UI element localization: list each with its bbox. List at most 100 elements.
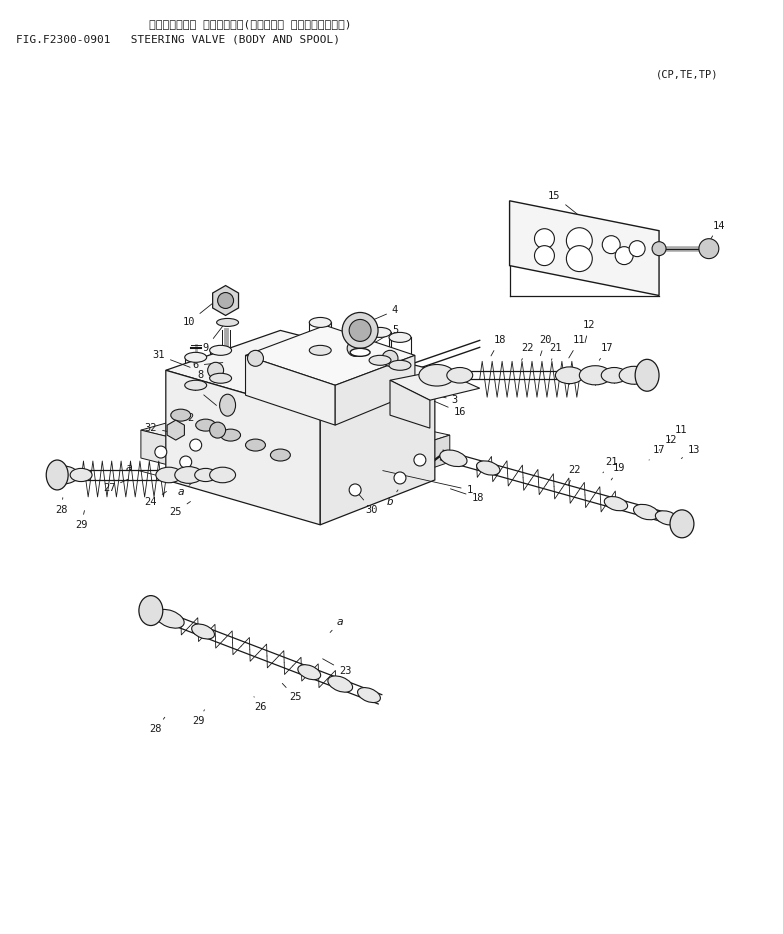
Ellipse shape [156,610,184,629]
Text: 23: 23 [323,658,352,676]
Ellipse shape [477,460,500,475]
Circle shape [349,319,371,341]
Circle shape [615,247,633,264]
Circle shape [566,228,592,254]
Text: 6: 6 [193,361,223,370]
Text: b: b [402,395,421,406]
Circle shape [652,242,666,256]
Ellipse shape [633,504,659,519]
Text: 31: 31 [153,350,190,367]
Polygon shape [246,325,415,385]
Ellipse shape [555,367,583,384]
Ellipse shape [635,360,659,391]
Text: 16: 16 [435,402,466,417]
Text: 18: 18 [491,335,506,356]
Polygon shape [167,420,185,440]
Ellipse shape [156,467,182,483]
Text: 8: 8 [197,370,220,380]
Text: 10: 10 [182,300,216,328]
Ellipse shape [369,328,391,337]
Polygon shape [166,331,435,415]
Ellipse shape [70,468,92,482]
Ellipse shape [221,429,240,441]
Ellipse shape [358,687,381,702]
Text: 21: 21 [603,457,618,473]
Circle shape [347,340,363,357]
Polygon shape [141,431,325,505]
Ellipse shape [270,449,290,461]
Text: 7: 7 [193,383,216,405]
Polygon shape [166,370,320,525]
Text: 22: 22 [568,465,581,486]
Polygon shape [335,355,415,425]
Text: 2: 2 [188,413,213,427]
Circle shape [210,422,226,438]
Circle shape [218,292,233,308]
Polygon shape [141,395,449,475]
Ellipse shape [246,439,265,451]
Polygon shape [390,380,430,428]
Ellipse shape [210,346,232,355]
Ellipse shape [655,511,679,525]
Ellipse shape [601,367,627,383]
Circle shape [630,241,645,257]
Polygon shape [510,201,659,295]
Ellipse shape [196,419,215,432]
Ellipse shape [192,624,215,639]
Ellipse shape [219,394,236,417]
Circle shape [414,454,426,466]
Text: (CP,TE,TP): (CP,TE,TP) [656,69,719,79]
Circle shape [394,472,406,484]
Text: 29: 29 [193,710,205,727]
Text: 28: 28 [150,717,164,734]
Text: 29: 29 [75,511,88,530]
Circle shape [349,484,361,496]
Ellipse shape [350,348,370,357]
Circle shape [535,246,554,265]
Ellipse shape [210,374,232,383]
Text: 27: 27 [103,479,128,493]
Circle shape [247,350,263,366]
Text: 5: 5 [364,325,398,349]
Text: 32: 32 [145,423,168,433]
Circle shape [535,229,554,248]
Circle shape [207,362,224,378]
Polygon shape [325,435,449,505]
Ellipse shape [579,366,612,385]
Ellipse shape [369,355,391,365]
Ellipse shape [309,346,331,355]
Polygon shape [390,370,480,400]
Text: 25: 25 [169,502,190,517]
Text: 13: 13 [681,445,700,459]
Text: b: b [381,377,393,389]
Text: 3: 3 [428,393,458,405]
Text: 11: 11 [568,335,586,358]
Text: 4: 4 [363,305,398,324]
Text: b: b [387,490,398,507]
Text: 30: 30 [357,492,378,515]
Ellipse shape [419,364,455,386]
Text: 28: 28 [55,498,67,515]
Text: 22: 22 [521,344,534,361]
Ellipse shape [298,665,321,680]
Text: 17: 17 [649,445,666,460]
Ellipse shape [185,352,207,362]
Circle shape [382,350,398,366]
Ellipse shape [46,460,68,490]
Ellipse shape [447,367,473,383]
Ellipse shape [328,676,352,692]
Ellipse shape [49,466,78,484]
Text: 18: 18 [450,488,484,502]
Ellipse shape [619,366,649,384]
Text: 11: 11 [669,425,687,440]
Text: a: a [125,463,156,475]
Text: 24: 24 [145,491,167,507]
Polygon shape [246,355,335,425]
Polygon shape [213,286,239,316]
Ellipse shape [389,361,411,370]
Text: 12: 12 [659,435,677,450]
Circle shape [189,439,202,451]
Polygon shape [320,370,435,525]
Circle shape [566,246,592,272]
Ellipse shape [185,380,207,390]
